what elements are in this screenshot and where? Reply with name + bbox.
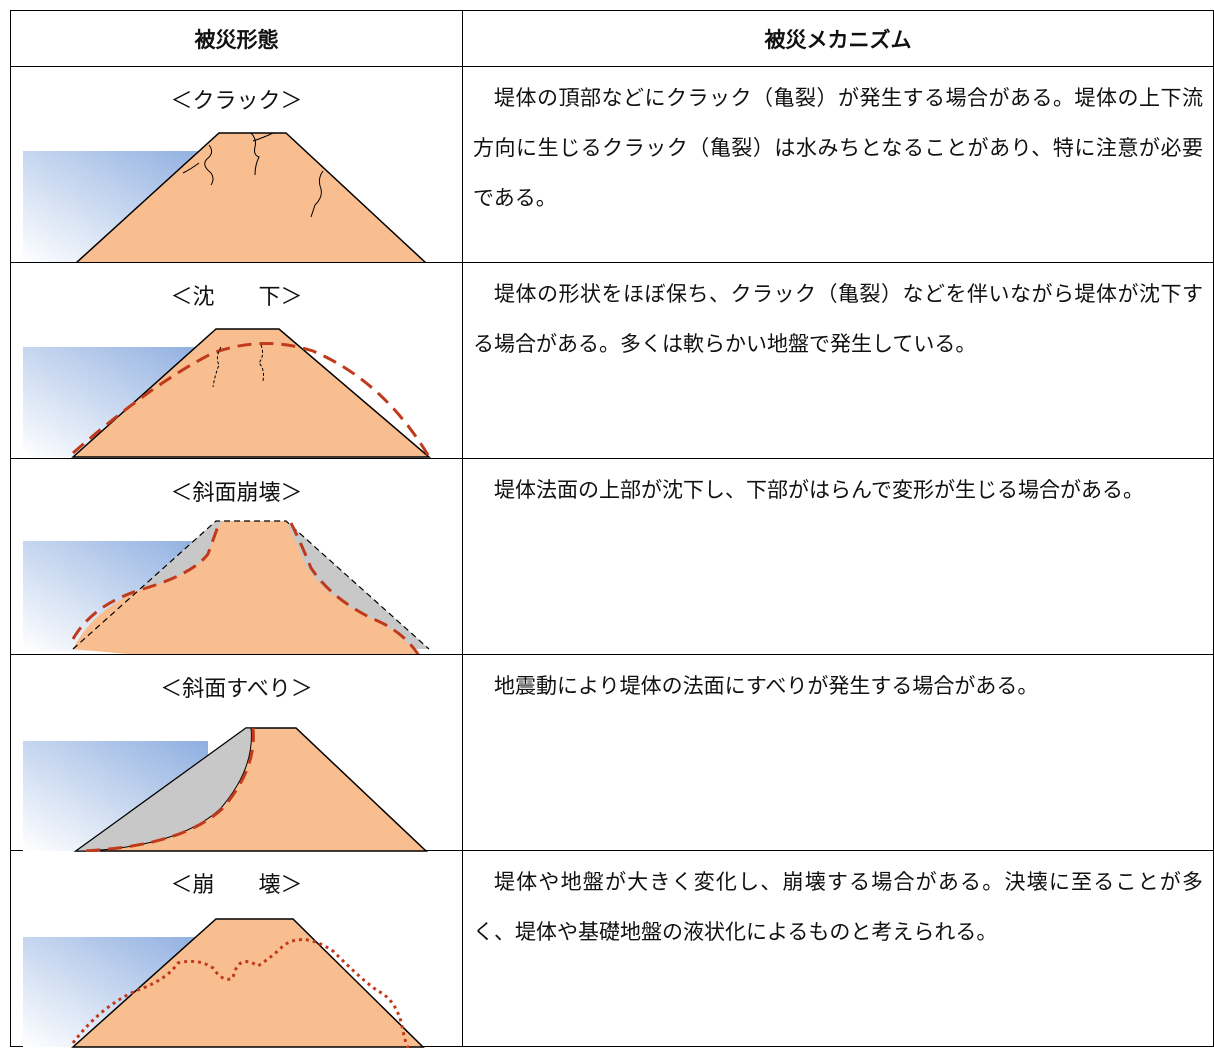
type-label: ＜斜面すべり＞ — [160, 677, 313, 702]
diagram-path — [71, 938, 410, 1048]
diagram-path — [72, 341, 430, 456]
type-label: ＜沈 下＞ — [170, 285, 303, 310]
diagram — [23, 727, 428, 852]
type-label: ＜斜面崩壊＞ — [170, 481, 303, 506]
table-row: ＜斜面崩壊＞ 堤体法面の上部が沈下し、下部がはらんで変形が生じる場合がある。 — [10, 458, 1214, 655]
damage-table: 被災形態 被災メカニズム ＜クラック＞ 堤体の頂部などにクラック（亀裂）が発生す… — [10, 10, 1214, 1048]
diagram-path — [73, 521, 416, 654]
column-header: 被災メカニズム — [462, 10, 1214, 67]
type-cell: ＜クラック＞ — [10, 66, 463, 263]
type-cell: ＜崩 壊＞ — [10, 850, 463, 1048]
table-row: ＜クラック＞ 堤体の頂部などにクラック（亀裂）が発生する場合がある。堤体の上下流… — [10, 66, 1214, 263]
table-row: ＜崩 壊＞ 堤体や地盤が大きく変化し、崩壊する場合がある。決壊に至ることが多く、… — [10, 850, 1214, 1048]
table-row: ＜沈 下＞ 堤体の形状をほぼ保ち、クラック（亀裂）などを伴いながら堤体が沈下する… — [10, 262, 1214, 459]
type-label: ＜クラック＞ — [170, 89, 303, 114]
diagram-path — [182, 132, 324, 218]
type-cell: ＜斜面すべり＞ — [10, 654, 463, 852]
table-row: ＜斜面すべり＞ 地震動により堤体の法面にすべりが発生する場合がある。 — [10, 654, 1214, 852]
diagram-path — [212, 344, 264, 388]
diagram — [23, 328, 432, 458]
diagram — [23, 132, 427, 262]
diagram-polygon — [75, 132, 427, 262]
diagram-polygon — [71, 918, 425, 1048]
diagram-path — [82, 727, 255, 852]
column-header: 被災形態 — [10, 10, 463, 67]
diagram-polygon — [71, 328, 432, 458]
type-cell: ＜沈 下＞ — [10, 262, 463, 459]
type-cell: ＜斜面崩壊＞ — [10, 458, 463, 655]
header-row: 被災形態 被災メカニズム — [10, 10, 1214, 67]
diagram — [23, 520, 430, 654]
mechanism-text: 堤体や地盤が大きく変化し、崩壊する場合がある。決壊に至ることが多く、堤体や基礎地… — [462, 850, 1214, 1047]
mechanism-text: 堤体法面の上部が沈下し、下部がはらんで変形が生じる場合がある。 — [462, 458, 1214, 655]
mechanism-text: 堤体の形状をほぼ保ち、クラック（亀裂）などを伴いながら堤体が沈下する場合がある。… — [462, 262, 1214, 459]
diagram-path — [72, 520, 430, 650]
diagram-path — [71, 520, 420, 654]
mechanism-text: 堤体の頂部などにクラック（亀裂）が発生する場合がある。堤体の上下流方向に生じるク… — [462, 66, 1214, 263]
diagram — [23, 918, 425, 1048]
type-label: ＜崩 壊＞ — [170, 873, 303, 898]
mechanism-text: 地震動により堤体の法面にすべりが発生する場合がある。 — [462, 654, 1214, 851]
